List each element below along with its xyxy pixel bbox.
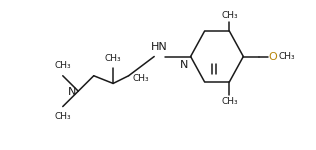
Text: HN: HN [151, 42, 168, 52]
Text: CH₃: CH₃ [54, 112, 71, 121]
Text: CH₃: CH₃ [221, 97, 238, 106]
Text: CH₃: CH₃ [105, 54, 121, 63]
Text: CH₃: CH₃ [54, 61, 71, 70]
Text: O: O [268, 51, 277, 61]
Text: CH₃: CH₃ [221, 11, 238, 20]
Text: CH₃: CH₃ [278, 52, 295, 61]
Text: N: N [180, 60, 188, 70]
Text: CH₃: CH₃ [132, 74, 149, 82]
Text: N: N [68, 87, 77, 97]
